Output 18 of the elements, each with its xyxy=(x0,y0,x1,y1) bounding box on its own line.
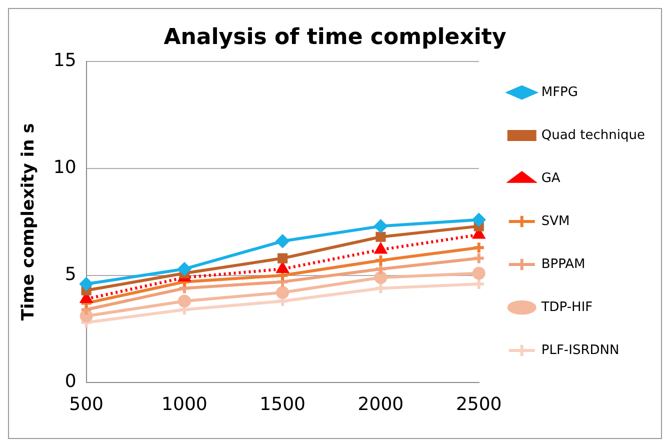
legend-label: Quad technique xyxy=(541,128,646,143)
x-tick-label: 1000 xyxy=(162,394,208,415)
legend-label: PLF-ISRDNN xyxy=(541,342,620,358)
chart-title: Analysis of time complexity xyxy=(164,24,506,50)
legend-label: BPPAM xyxy=(541,256,586,272)
x-tick-label: 2500 xyxy=(456,394,502,415)
y-tick-label: 5 xyxy=(64,264,76,286)
legend-label: SVM xyxy=(541,214,570,229)
x-tick-label: 2000 xyxy=(358,394,404,415)
y-tick-label: 10 xyxy=(53,157,76,178)
x-tick-label: 1500 xyxy=(260,394,306,415)
y-tick-label: 0 xyxy=(64,371,76,392)
legend-label: GA xyxy=(541,170,560,186)
legend-label: MFPG xyxy=(541,84,578,100)
legend-label: TDP-HIF xyxy=(540,300,593,315)
y-tick-label: 15 xyxy=(53,50,76,72)
x-tick-label: 500 xyxy=(69,394,104,415)
y-axis-title: Time complexity in s xyxy=(18,123,39,321)
